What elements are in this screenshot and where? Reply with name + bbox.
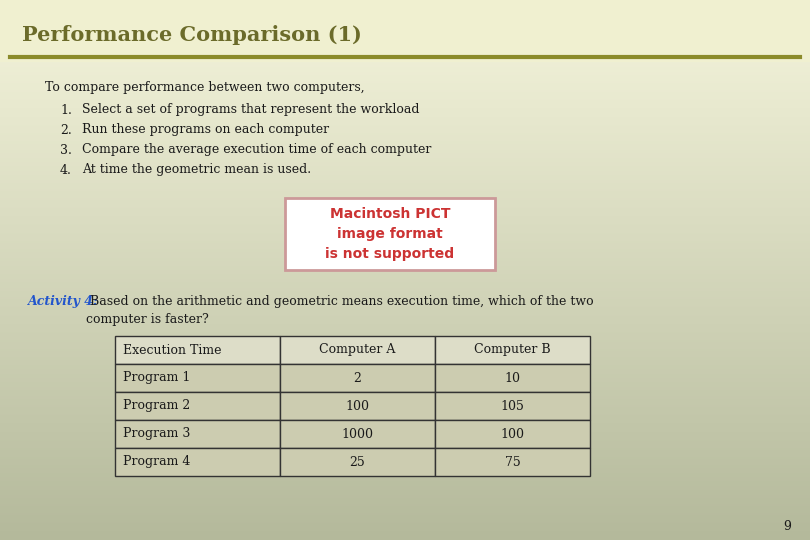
FancyBboxPatch shape xyxy=(115,336,280,364)
FancyBboxPatch shape xyxy=(280,392,435,420)
Text: 100: 100 xyxy=(501,428,525,441)
FancyBboxPatch shape xyxy=(115,364,280,392)
Text: Based on the arithmetic and geometric means execution time, which of the two: Based on the arithmetic and geometric me… xyxy=(86,295,594,308)
Text: 105: 105 xyxy=(501,400,524,413)
Text: 2: 2 xyxy=(353,372,361,384)
Text: Performance Comparison (1): Performance Comparison (1) xyxy=(22,25,362,45)
Text: Program 4: Program 4 xyxy=(123,456,190,469)
Text: 25: 25 xyxy=(350,456,365,469)
FancyBboxPatch shape xyxy=(435,420,590,448)
FancyBboxPatch shape xyxy=(280,448,435,476)
Text: 1000: 1000 xyxy=(342,428,373,441)
Text: Select a set of programs that represent the workload: Select a set of programs that represent … xyxy=(82,104,420,117)
Text: 2.: 2. xyxy=(60,124,72,137)
Text: 3.: 3. xyxy=(60,144,72,157)
FancyBboxPatch shape xyxy=(280,420,435,448)
Text: Computer A: Computer A xyxy=(319,343,396,356)
Text: Macintosh PICT: Macintosh PICT xyxy=(330,207,450,221)
FancyBboxPatch shape xyxy=(115,392,280,420)
Text: To compare performance between two computers,: To compare performance between two compu… xyxy=(45,82,364,94)
FancyBboxPatch shape xyxy=(115,420,280,448)
Text: is not supported: is not supported xyxy=(326,247,454,261)
Text: 4.: 4. xyxy=(60,164,72,177)
FancyBboxPatch shape xyxy=(435,364,590,392)
Text: Run these programs on each computer: Run these programs on each computer xyxy=(82,124,329,137)
FancyBboxPatch shape xyxy=(0,0,810,62)
FancyBboxPatch shape xyxy=(285,198,495,270)
Text: 10: 10 xyxy=(505,372,521,384)
Text: 100: 100 xyxy=(346,400,369,413)
Text: Execution Time: Execution Time xyxy=(123,343,221,356)
FancyBboxPatch shape xyxy=(115,448,280,476)
Text: At time the geometric mean is used.: At time the geometric mean is used. xyxy=(82,164,311,177)
Text: Compare the average execution time of each computer: Compare the average execution time of ea… xyxy=(82,144,432,157)
Text: Program 1: Program 1 xyxy=(123,372,190,384)
Text: Program 2: Program 2 xyxy=(123,400,190,413)
Text: 75: 75 xyxy=(505,456,520,469)
FancyBboxPatch shape xyxy=(435,392,590,420)
Text: 1.: 1. xyxy=(60,104,72,117)
Text: computer is faster?: computer is faster? xyxy=(86,314,209,327)
FancyBboxPatch shape xyxy=(280,336,435,364)
FancyBboxPatch shape xyxy=(435,336,590,364)
FancyBboxPatch shape xyxy=(435,448,590,476)
Text: Computer B: Computer B xyxy=(474,343,551,356)
Text: 9: 9 xyxy=(783,521,791,534)
Text: Activity 4:: Activity 4: xyxy=(28,295,99,308)
Text: Program 3: Program 3 xyxy=(123,428,190,441)
Text: image format: image format xyxy=(337,227,443,241)
FancyBboxPatch shape xyxy=(280,364,435,392)
